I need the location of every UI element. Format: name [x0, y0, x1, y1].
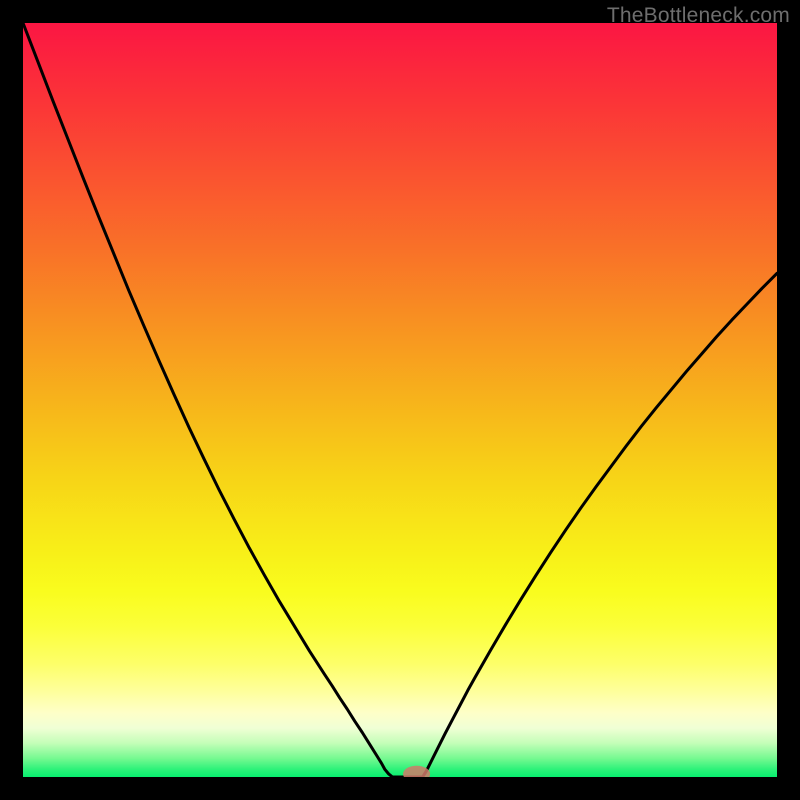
plot-area	[23, 23, 777, 777]
chart-frame: TheBottleneck.com	[0, 0, 800, 800]
watermark-text: TheBottleneck.com	[607, 4, 790, 28]
bottleneck-curve-chart	[23, 23, 777, 777]
